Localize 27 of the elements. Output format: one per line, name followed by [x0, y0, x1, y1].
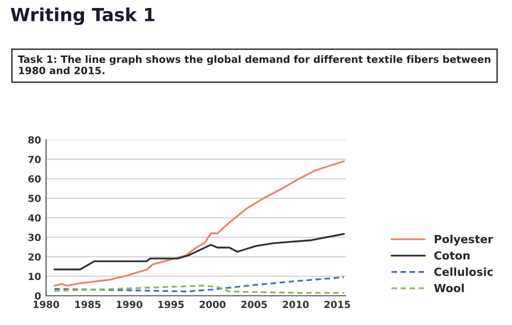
x-tick-label: 2010 [282, 300, 309, 308]
y-tick-label: 50 [28, 194, 41, 202]
line-series [53, 233, 345, 270]
line-series [53, 276, 345, 292]
x-tick-label: 2015 [324, 300, 350, 308]
legend-label: Coton [434, 251, 470, 260]
chart-title: Writing Task 1 [10, 7, 154, 26]
x-tick-label: 1995 [158, 300, 184, 308]
chart-subtitle: Task 1: The line graph shows the global demand for different textile fibers between 1980 and 2015. [18, 55, 490, 74]
x-tick-label: 1980 [34, 300, 60, 308]
y-tick-label: 0 [34, 292, 41, 300]
y-tick-label: 20 [28, 253, 41, 261]
legend-label: Polyester [434, 234, 494, 246]
x-tick-label: 1990 [116, 300, 142, 308]
x-tick-label: 2000 [200, 300, 226, 308]
y-tick-label: 10 [28, 272, 41, 280]
x-tick-label: 2005 [241, 300, 267, 308]
y-tick-label: 30 [28, 234, 41, 242]
line-series [53, 160, 345, 287]
line-series [53, 284, 345, 294]
legend-label: Cellulosic [434, 267, 493, 276]
y-tick-label: 80 [28, 136, 41, 144]
y-tick-label: 40 [28, 214, 41, 222]
y-tick-label: 60 [28, 175, 41, 183]
x-tick-label: 1985 [75, 300, 101, 308]
y-tick-label: 70 [28, 156, 41, 164]
legend-label: Wool [434, 284, 464, 292]
